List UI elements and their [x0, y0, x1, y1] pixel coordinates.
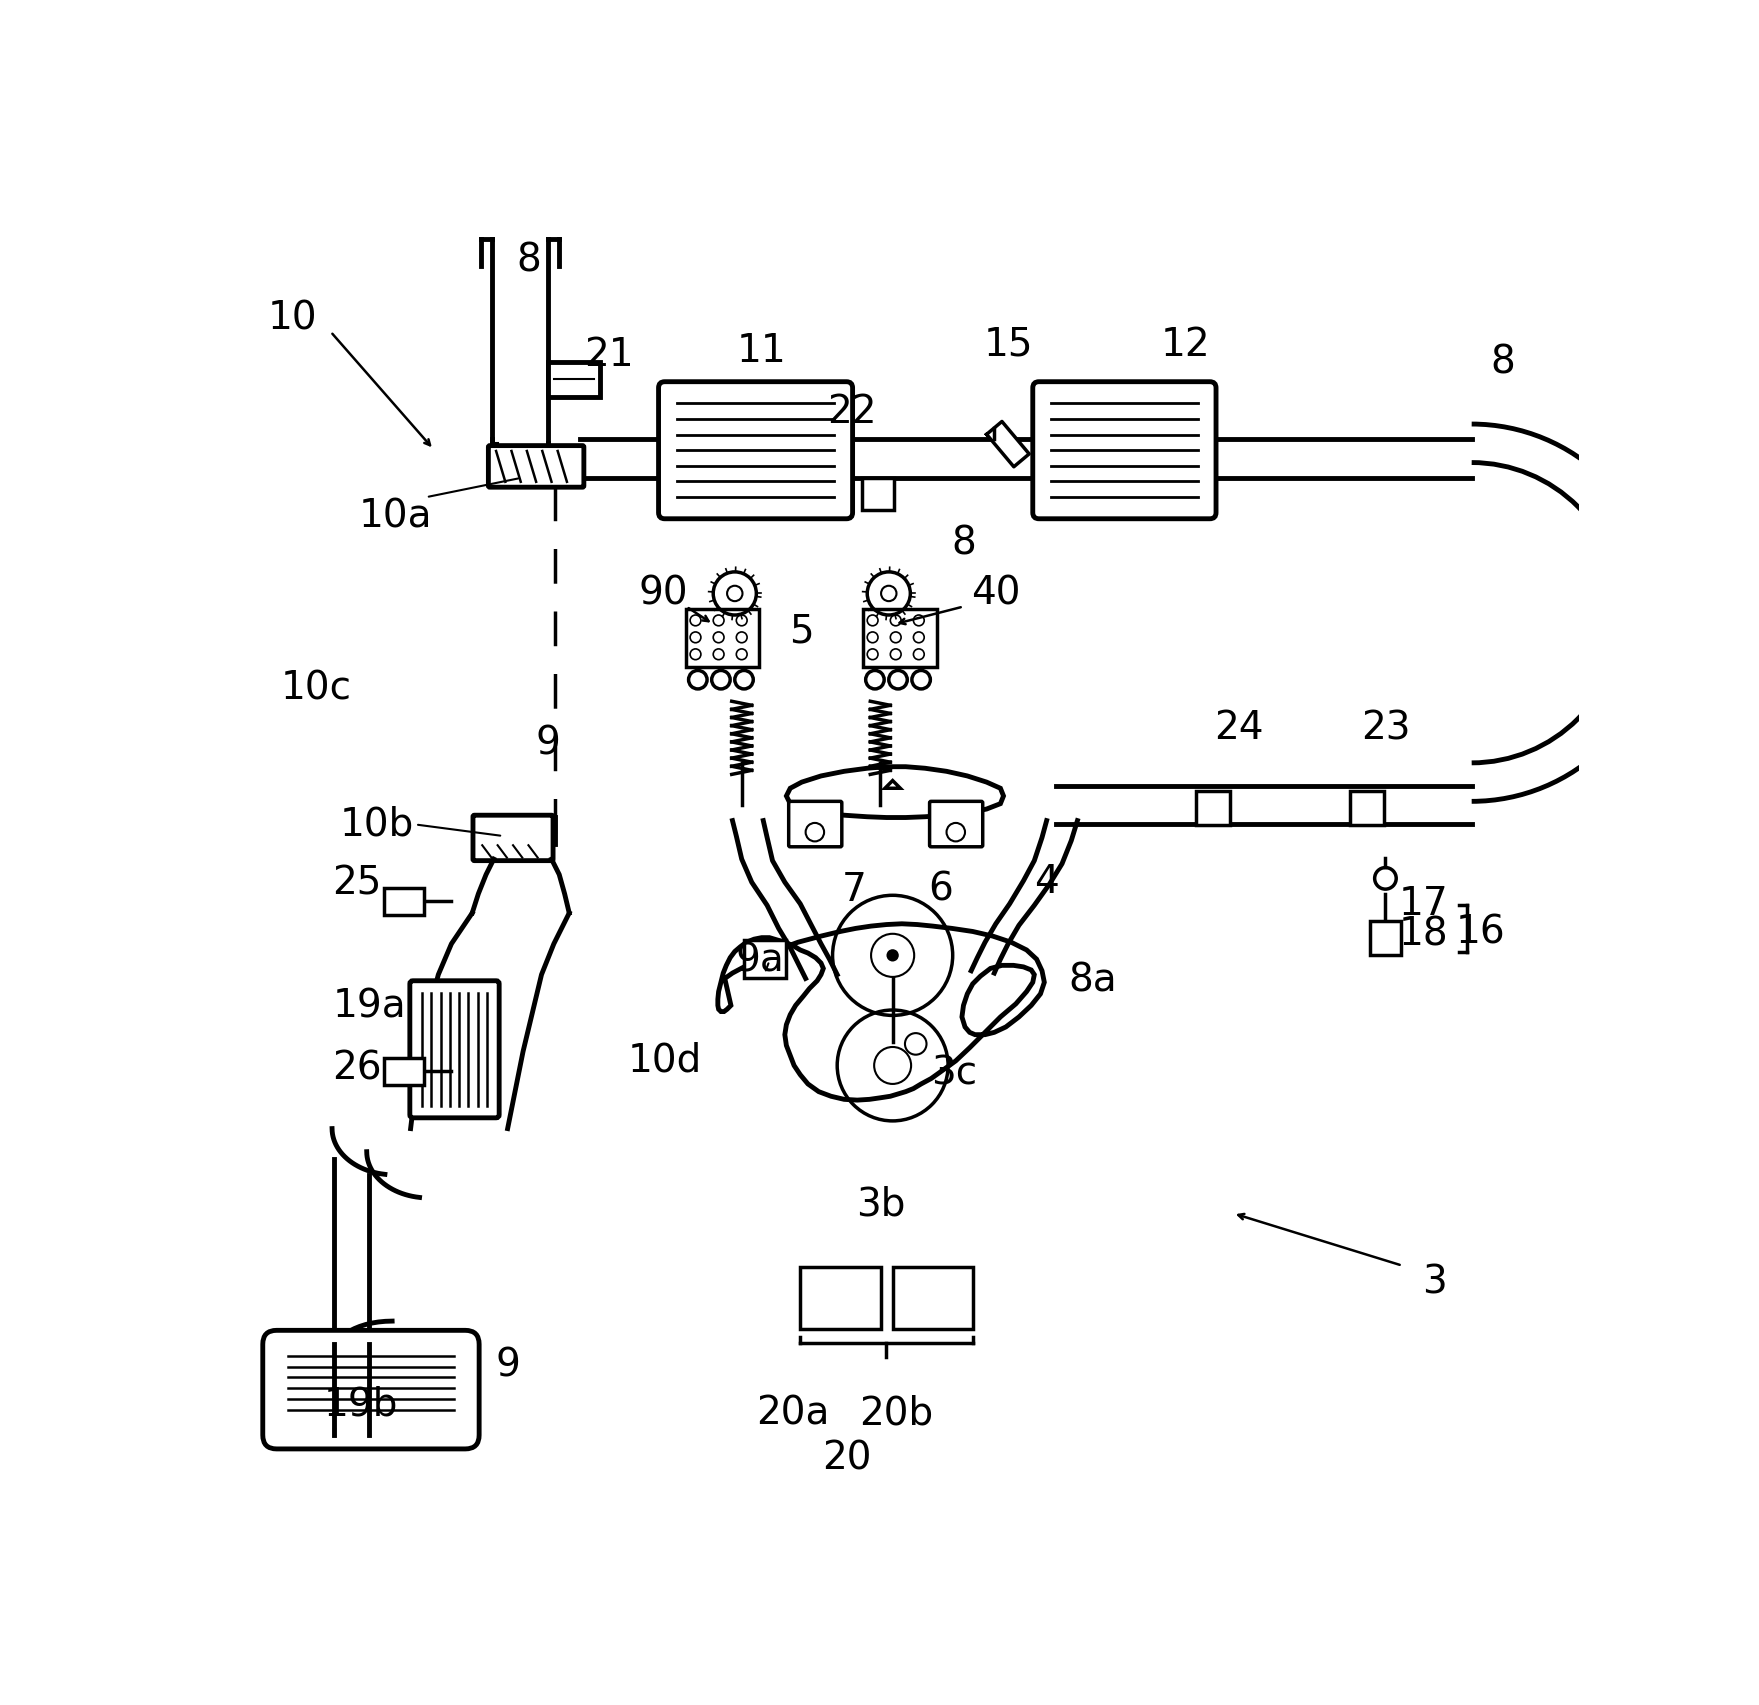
FancyBboxPatch shape	[262, 1330, 478, 1449]
Text: 4: 4	[1034, 863, 1059, 902]
Circle shape	[887, 950, 899, 962]
Text: 17: 17	[1398, 885, 1449, 922]
Text: 7: 7	[843, 871, 867, 909]
Text: 19b: 19b	[324, 1384, 399, 1424]
Text: 6: 6	[929, 871, 953, 909]
Text: 9a: 9a	[735, 941, 785, 980]
Text: 25: 25	[332, 864, 382, 902]
Text: 24: 24	[1214, 709, 1265, 747]
Text: 16: 16	[1456, 914, 1506, 951]
Text: 9: 9	[535, 725, 559, 762]
Text: 18: 18	[1398, 916, 1449, 953]
Text: 26: 26	[332, 1050, 382, 1088]
Bar	[864, 609, 936, 667]
Text: 20a: 20a	[756, 1395, 828, 1432]
FancyBboxPatch shape	[1033, 382, 1215, 518]
Text: 90: 90	[639, 575, 688, 612]
Text: 20b: 20b	[858, 1395, 932, 1432]
Bar	[547, 363, 600, 397]
Text: 19a: 19a	[332, 987, 406, 1026]
Text: 9: 9	[496, 1347, 521, 1384]
Text: 23: 23	[1361, 709, 1411, 747]
FancyBboxPatch shape	[489, 445, 584, 488]
Text: 10: 10	[267, 300, 317, 338]
Bar	[385, 1057, 424, 1084]
Text: 10b: 10b	[339, 805, 413, 844]
Bar	[744, 939, 786, 979]
Text: 3b: 3b	[855, 1185, 904, 1222]
Bar	[1196, 791, 1230, 825]
Text: 15: 15	[983, 326, 1033, 363]
Bar	[1349, 791, 1384, 825]
Polygon shape	[987, 421, 1029, 467]
Text: 8: 8	[1490, 343, 1514, 382]
Text: 8: 8	[952, 525, 976, 563]
Text: 3c: 3c	[931, 1054, 978, 1093]
FancyBboxPatch shape	[788, 801, 843, 847]
FancyBboxPatch shape	[658, 382, 853, 518]
Text: 11: 11	[737, 332, 786, 370]
Text: 22: 22	[827, 394, 876, 431]
Text: 20: 20	[821, 1439, 871, 1477]
Text: 8a: 8a	[1068, 962, 1117, 999]
Bar	[862, 477, 894, 510]
Bar	[385, 888, 424, 916]
Bar	[892, 1267, 973, 1328]
FancyBboxPatch shape	[929, 801, 983, 847]
FancyBboxPatch shape	[410, 980, 500, 1118]
Text: 10a: 10a	[359, 498, 433, 535]
Text: 21: 21	[584, 336, 633, 373]
Polygon shape	[718, 924, 1045, 1100]
Bar	[1370, 921, 1400, 955]
Text: 10c: 10c	[281, 668, 352, 708]
Text: 40: 40	[971, 575, 1020, 612]
Bar	[686, 609, 760, 667]
FancyBboxPatch shape	[473, 815, 552, 861]
Text: 8: 8	[515, 240, 540, 280]
Text: 5: 5	[790, 614, 814, 651]
Text: 12: 12	[1161, 326, 1210, 363]
Polygon shape	[885, 781, 901, 788]
Text: 10d: 10d	[628, 1042, 702, 1079]
Text: 3: 3	[1423, 1263, 1448, 1301]
Bar	[800, 1267, 881, 1328]
Polygon shape	[786, 767, 1004, 817]
